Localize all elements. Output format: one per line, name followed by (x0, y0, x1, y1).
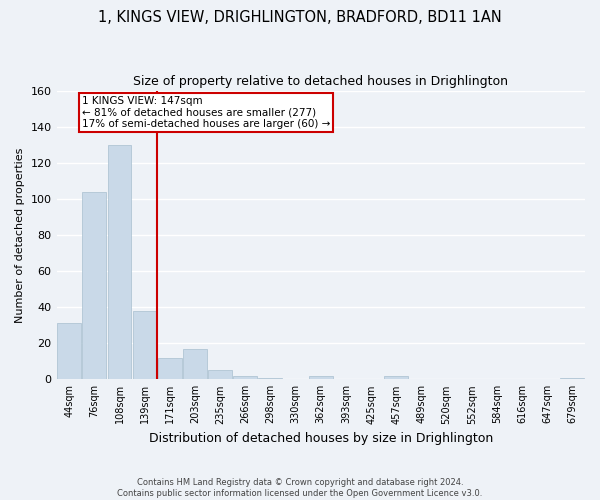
Text: Contains HM Land Registry data © Crown copyright and database right 2024.
Contai: Contains HM Land Registry data © Crown c… (118, 478, 482, 498)
Title: Size of property relative to detached houses in Drighlington: Size of property relative to detached ho… (133, 75, 508, 88)
Text: 1, KINGS VIEW, DRIGHLINGTON, BRADFORD, BD11 1AN: 1, KINGS VIEW, DRIGHLINGTON, BRADFORD, B… (98, 10, 502, 25)
Bar (107, 144, 131, 380)
Bar (385, 376, 408, 380)
Bar (82, 192, 106, 380)
X-axis label: Distribution of detached houses by size in Drighlington: Distribution of detached houses by size … (149, 432, 493, 445)
Bar (158, 358, 182, 380)
Bar (133, 310, 157, 380)
Bar (208, 370, 232, 380)
Bar (560, 378, 584, 380)
Bar (233, 376, 257, 380)
Bar (259, 378, 283, 380)
Bar (309, 376, 333, 380)
Text: 1 KINGS VIEW: 147sqm
← 81% of detached houses are smaller (277)
17% of semi-deta: 1 KINGS VIEW: 147sqm ← 81% of detached h… (82, 96, 330, 129)
Y-axis label: Number of detached properties: Number of detached properties (15, 147, 25, 322)
Bar (183, 348, 207, 380)
Bar (57, 324, 81, 380)
